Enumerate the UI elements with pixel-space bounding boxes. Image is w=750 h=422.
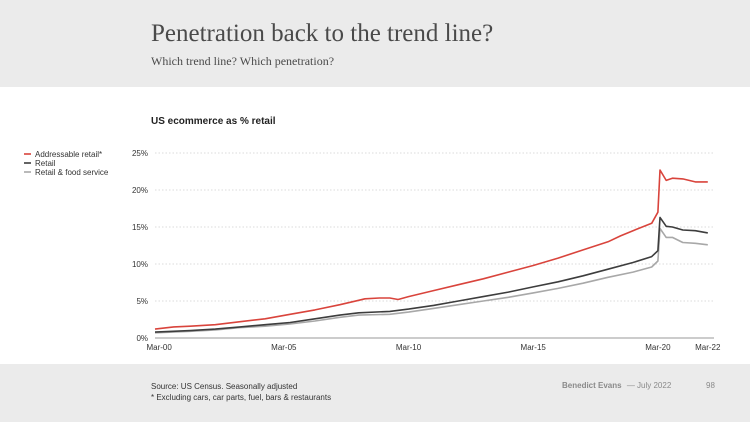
legend-label: Retail — [35, 159, 56, 168]
series-line-retail — [154, 216, 708, 333]
header-band — [0, 0, 750, 87]
y-tick-label: 5% — [136, 297, 148, 306]
author-credit: Benedict Evans — July 2022 — [562, 381, 671, 390]
author-name: Benedict Evans — [562, 381, 622, 390]
x-tick-label: Mar-00 — [146, 343, 172, 352]
author-date: — July 2022 — [626, 381, 672, 390]
y-tick-label: 15% — [132, 223, 148, 232]
chart-title: US ecommerce as % retail — [151, 116, 276, 127]
source-text: Source: US Census. Seasonally adjusted — [151, 382, 298, 391]
y-tick-label: 0% — [136, 334, 148, 343]
x-tick-label: Mar-05 — [271, 343, 297, 352]
x-tick-label: Mar-10 — [396, 343, 422, 352]
y-tick-label: 10% — [132, 260, 148, 269]
chart-lines — [154, 169, 708, 334]
y-tick-label: 25% — [132, 149, 148, 158]
series-line-retail-food-service — [154, 227, 708, 334]
x-tick-label: Mar-15 — [521, 343, 547, 352]
page-title: Penetration back to the trend line? — [151, 20, 494, 47]
legend-label: Addressable retail* — [35, 150, 102, 159]
x-tick-label: Mar-22 — [695, 343, 721, 352]
page-subtitle: Which trend line? Which penetration? — [151, 54, 335, 68]
footnote-text: * Excluding cars, car parts, fuel, bars … — [151, 393, 332, 402]
source-note: Source: US Census. Seasonally adjusted *… — [151, 381, 331, 403]
y-tick-label: 20% — [132, 186, 148, 195]
x-axis: Mar-00 Mar-05 Mar-10 Mar-15 Mar-20 Mar-22 — [146, 343, 721, 352]
legend-label: Retail & food service — [35, 168, 109, 177]
chart-grid — [155, 152, 714, 339]
series-line-addressable-retail — [154, 169, 708, 330]
y-axis: 0% 5% 10% 15% 20% 25% — [132, 149, 148, 343]
x-tick-label: Mar-20 — [645, 343, 671, 352]
page-number: 98 — [706, 381, 715, 390]
footer-band — [0, 364, 750, 422]
